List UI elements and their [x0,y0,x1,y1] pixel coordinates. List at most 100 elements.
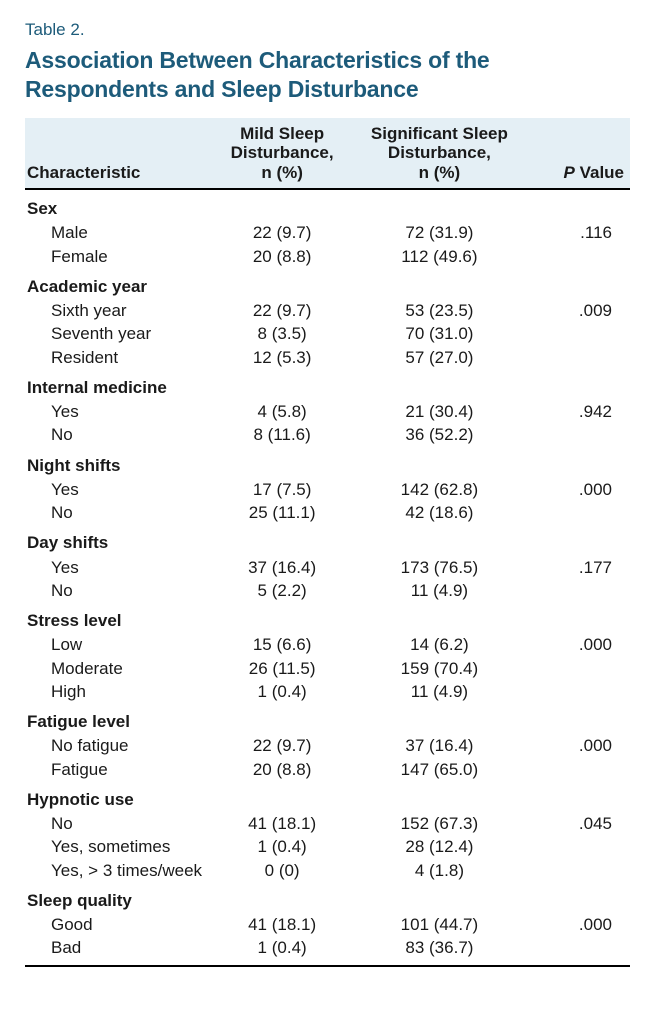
cell-mild: 0 (0) [207,859,358,882]
table-row: Fatigue20 (8.8)147 (65.0) [25,758,630,781]
row-label: No [25,579,207,602]
cell-significant: 147 (65.0) [358,758,521,781]
cell-mild: 4 (5.8) [207,400,358,423]
col-sig-l3: n (%) [419,163,461,182]
cell-significant: 14 (6.2) [358,633,521,656]
cell-mild: 1 (0.4) [207,835,358,858]
cell-mild: 22 (9.7) [207,734,358,757]
cell-significant: 142 (62.8) [358,478,521,501]
cell-significant: 36 (52.2) [358,423,521,446]
cell-mild: 20 (8.8) [207,245,358,268]
cell-significant: 112 (49.6) [358,245,521,268]
cell-pvalue [521,346,630,369]
table-row: Yes37 (16.4)173 (76.5).177 [25,556,630,579]
row-label: Yes, > 3 times/week [25,859,207,882]
cell-mild: 25 (11.1) [207,501,358,524]
group-label: Sex [25,189,630,221]
table-title: Association Between Characteristics of t… [25,46,630,104]
cell-significant: 11 (4.9) [358,579,521,602]
table-row: High1 (0.4)11 (4.9) [25,680,630,703]
row-label: Good [25,913,207,936]
col-pvalue-suffix: Value [575,163,624,182]
group-row: Hypnotic use [25,781,630,812]
group-label: Day shifts [25,524,630,555]
cell-significant: 83 (36.7) [358,936,521,965]
row-label: High [25,680,207,703]
table-row: Seventh year8 (3.5)70 (31.0) [25,322,630,345]
cell-significant: 53 (23.5) [358,299,521,322]
group-label: Internal medicine [25,369,630,400]
group-row: Night shifts [25,447,630,478]
col-mild-l1: Mild Sleep [240,124,324,143]
row-label: Fatigue [25,758,207,781]
cell-significant: 21 (30.4) [358,400,521,423]
col-mild: Mild Sleep Disturbance, n (%) [207,118,358,190]
cell-mild: 41 (18.1) [207,812,358,835]
cell-pvalue [521,835,630,858]
group-label: Stress level [25,602,630,633]
cell-pvalue [521,859,630,882]
cell-pvalue [521,423,630,446]
cell-significant: 159 (70.4) [358,657,521,680]
cell-mild: 37 (16.4) [207,556,358,579]
row-label: Low [25,633,207,656]
group-label: Academic year [25,268,630,299]
col-mild-l2: Disturbance, [231,143,334,162]
cell-significant: 101 (44.7) [358,913,521,936]
table-header-row: Characteristic Mild Sleep Disturbance, n… [25,118,630,190]
row-label: Bad [25,936,207,965]
row-label: Sixth year [25,299,207,322]
row-label: No [25,423,207,446]
cell-significant: 72 (31.9) [358,221,521,244]
cell-pvalue: .177 [521,556,630,579]
cell-pvalue: .000 [521,734,630,757]
table-row: Low15 (6.6)14 (6.2).000 [25,633,630,656]
table-body: SexMale22 (9.7)72 (31.9).116Female20 (8.… [25,189,630,966]
row-label: Male [25,221,207,244]
table-row: Sixth year22 (9.7)53 (23.5).009 [25,299,630,322]
cell-pvalue [521,501,630,524]
table-row: No8 (11.6)36 (52.2) [25,423,630,446]
cell-mild: 26 (11.5) [207,657,358,680]
row-label: Yes [25,478,207,501]
row-label: Resident [25,346,207,369]
cell-pvalue: .000 [521,633,630,656]
cell-mild: 1 (0.4) [207,680,358,703]
row-label: Yes, sometimes [25,835,207,858]
row-label: Yes [25,556,207,579]
cell-mild: 20 (8.8) [207,758,358,781]
cell-mild: 15 (6.6) [207,633,358,656]
cell-significant: 173 (76.5) [358,556,521,579]
row-label: No [25,812,207,835]
table-row: Resident12 (5.3)57 (27.0) [25,346,630,369]
group-label: Night shifts [25,447,630,478]
table-row: Bad1 (0.4)83 (36.7) [25,936,630,965]
table-row: Yes4 (5.8)21 (30.4).942 [25,400,630,423]
col-mild-l3: n (%) [261,163,303,182]
cell-mild: 1 (0.4) [207,936,358,965]
cell-mild: 22 (9.7) [207,221,358,244]
row-label: No fatigue [25,734,207,757]
cell-mild: 8 (11.6) [207,423,358,446]
cell-significant: 37 (16.4) [358,734,521,757]
table-row: No25 (11.1)42 (18.6) [25,501,630,524]
group-row: Fatigue level [25,703,630,734]
cell-pvalue: .000 [521,913,630,936]
group-row: Day shifts [25,524,630,555]
table-row: No41 (18.1)152 (67.3).045 [25,812,630,835]
table-row: Moderate26 (11.5)159 (70.4) [25,657,630,680]
table-label: Table 2. [25,20,630,40]
cell-pvalue: .942 [521,400,630,423]
cell-significant: 28 (12.4) [358,835,521,858]
col-pvalue: P Value [521,118,630,190]
cell-significant: 42 (18.6) [358,501,521,524]
cell-pvalue [521,936,630,965]
cell-significant: 70 (31.0) [358,322,521,345]
col-significant: Significant Sleep Disturbance, n (%) [358,118,521,190]
table-row: Good41 (18.1)101 (44.7).000 [25,913,630,936]
row-label: Female [25,245,207,268]
cell-mild: 41 (18.1) [207,913,358,936]
group-label: Sleep quality [25,882,630,913]
group-row: Academic year [25,268,630,299]
table-row: Yes, sometimes1 (0.4)28 (12.4) [25,835,630,858]
